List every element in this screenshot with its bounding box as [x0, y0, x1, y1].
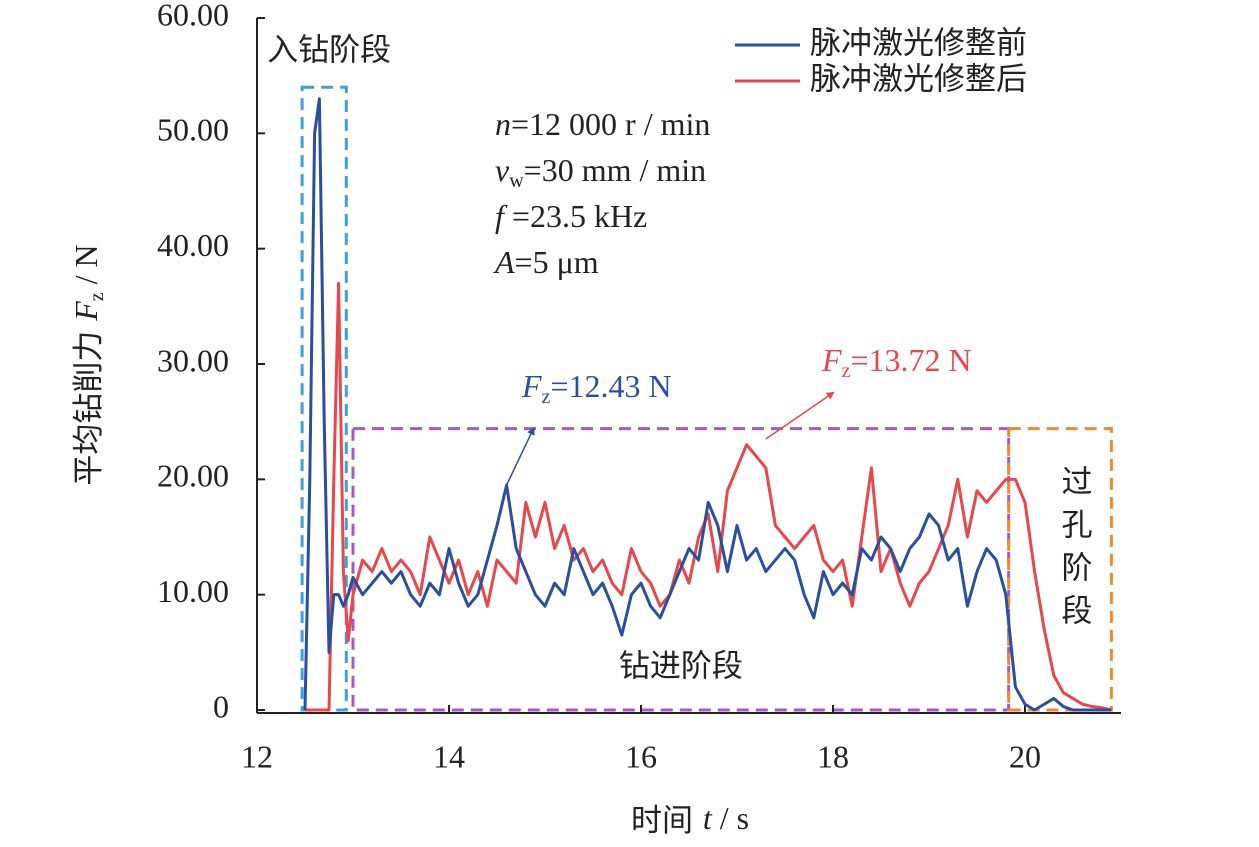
- symbol: F: [68, 301, 104, 322]
- subscript: z: [86, 292, 108, 301]
- x-tick-label: 12: [241, 738, 273, 774]
- text-part: =30 mm / min: [524, 152, 707, 188]
- y-tick-label: 30.00: [157, 342, 229, 378]
- text-part: / s: [712, 800, 749, 836]
- text-part: =12 000 r / min: [511, 106, 710, 142]
- rich-text: Fz=13.72 N: [821, 342, 972, 381]
- symbol: F: [521, 368, 542, 404]
- stage-label: 过孔阶段: [1056, 465, 1092, 637]
- text-part: =13.72 N: [850, 342, 971, 378]
- y-tick-label: 60.00: [157, 0, 229, 32]
- y-tick-label: 20.00: [157, 458, 229, 494]
- y-tick-label: 0: [213, 688, 229, 724]
- x-tick-label: 16: [625, 738, 657, 774]
- data-line: [303, 97, 1112, 712]
- symbol: F: [821, 342, 842, 378]
- text-part: / N: [68, 244, 104, 292]
- legend-label: 脉冲激光修整后: [810, 62, 1027, 98]
- rich-text: 平均钻削力 Fz / N: [68, 244, 107, 485]
- symbol: t: [703, 800, 713, 836]
- legend-label: 脉冲激光修整前: [810, 26, 1027, 62]
- subscript: z: [542, 386, 551, 408]
- rich-text: vw=30 mm / min: [495, 152, 706, 191]
- text-part: 平均钻削力: [71, 321, 107, 486]
- x-tick-label: 20: [1009, 738, 1041, 774]
- text-part: =5 μm: [515, 244, 599, 280]
- data-line: [305, 281, 1112, 712]
- annotation-arrow: [505, 426, 535, 486]
- stage-label: 钻进阶段: [619, 649, 743, 685]
- stage-region: [1007, 427, 1113, 712]
- text-part: =12.43 N: [550, 368, 671, 404]
- rich-text: f =23.5 kHz: [495, 198, 647, 234]
- stage-label: 入钻阶段: [267, 33, 391, 69]
- y-tick-label: 50.00: [157, 112, 229, 148]
- rich-text: Fz=12.43 N: [521, 368, 672, 407]
- subscript: w: [509, 170, 524, 192]
- annotation-arrow: [765, 391, 835, 440]
- symbol: n: [495, 106, 511, 142]
- subscript: z: [842, 360, 851, 382]
- rich-text: 时间 t / s: [631, 800, 749, 838]
- text-part: =23.5 kHz: [504, 198, 647, 234]
- rich-text: A=5 μm: [493, 244, 599, 280]
- y-tick-label: 10.00: [157, 573, 229, 609]
- rich-text: n=12 000 r / min: [495, 106, 710, 142]
- y-tick-label: 40.00: [157, 227, 229, 263]
- x-tick-label: 18: [817, 738, 849, 774]
- symbol: v: [495, 152, 510, 188]
- x-tick-label: 14: [433, 738, 465, 774]
- symbol: A: [493, 244, 515, 280]
- text-part: 时间: [631, 803, 703, 839]
- stage-region: [351, 427, 1011, 712]
